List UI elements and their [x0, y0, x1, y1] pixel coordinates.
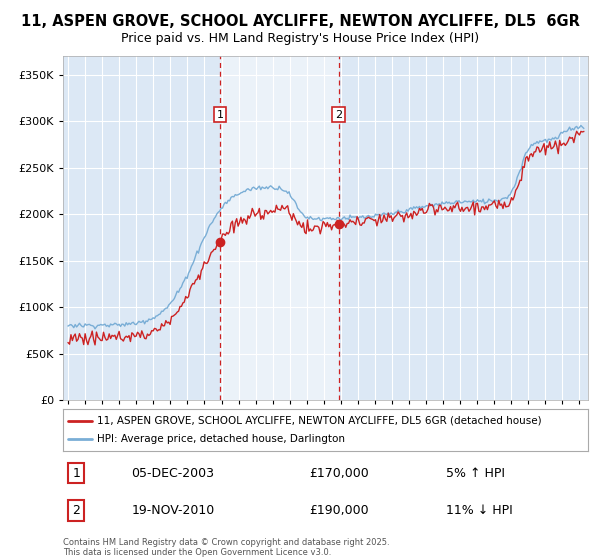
Text: £190,000: £190,000 — [310, 504, 370, 517]
Text: 05-DEC-2003: 05-DEC-2003 — [131, 466, 214, 480]
Text: 1: 1 — [217, 110, 224, 120]
Text: 19-NOV-2010: 19-NOV-2010 — [131, 504, 215, 517]
Text: Contains HM Land Registry data © Crown copyright and database right 2025.
This d: Contains HM Land Registry data © Crown c… — [63, 538, 389, 557]
Text: 2: 2 — [72, 504, 80, 517]
Text: HPI: Average price, detached house, Darlington: HPI: Average price, detached house, Darl… — [97, 434, 345, 444]
Bar — [220, 56, 339, 400]
Text: 11, ASPEN GROVE, SCHOOL AYCLIFFE, NEWTON AYCLIFFE, DL5  6GR: 11, ASPEN GROVE, SCHOOL AYCLIFFE, NEWTON… — [20, 14, 580, 29]
Text: 5% ↑ HPI: 5% ↑ HPI — [446, 466, 505, 480]
Text: 11% ↓ HPI: 11% ↓ HPI — [446, 504, 513, 517]
Text: £170,000: £170,000 — [310, 466, 370, 480]
Text: 2: 2 — [335, 110, 343, 120]
Text: Price paid vs. HM Land Registry's House Price Index (HPI): Price paid vs. HM Land Registry's House … — [121, 32, 479, 45]
Text: 11, ASPEN GROVE, SCHOOL AYCLIFFE, NEWTON AYCLIFFE, DL5 6GR (detached house): 11, ASPEN GROVE, SCHOOL AYCLIFFE, NEWTON… — [97, 416, 542, 426]
Text: 1: 1 — [72, 466, 80, 480]
